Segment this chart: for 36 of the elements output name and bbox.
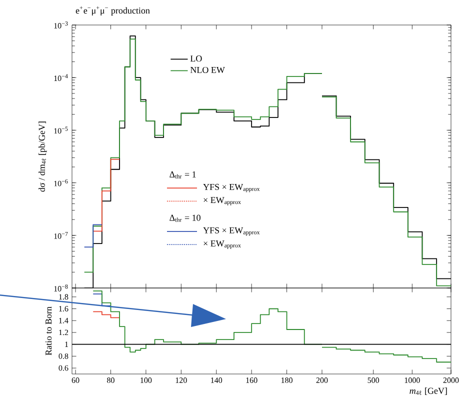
y-tick-label: 10$^{−6}$ — [54, 179, 68, 186]
legend-label: YFS × EW$_{approx}$ — [203, 184, 260, 192]
y-tick-label: 10$^{−3}$ — [54, 22, 68, 28]
x-tick-label: 200 — [316, 378, 328, 383]
y-tick-label: 1 — [65, 342, 68, 347]
y-axis-title: dσ / dm$_{4ℓ}$ [pb/GeV] — [38, 122, 47, 192]
annotation: × EW$_{approx}$ — [204, 240, 241, 249]
y-tick-label: 10$^{−5}$ — [54, 126, 68, 134]
y-tick-label: 10$^{−4}$ — [54, 74, 68, 82]
x-tick-label: 2000 — [443, 378, 459, 383]
y-tick-label: 0.8 — [58, 353, 68, 359]
y-axis-title: Ratio to Born — [46, 306, 52, 356]
x-tick-label: 120 — [176, 378, 187, 383]
x-axis-title: m$_{4ℓ}$ [GeV] — [410, 388, 447, 395]
chart-title: e$^{+}$e$^{−}$μ$^{+}$μ$^{−}$ production — [76, 6, 150, 16]
x-tick-label: 100 — [140, 378, 152, 383]
x-tick-label: 80 — [107, 378, 114, 383]
x-tick-label: 140 — [211, 378, 222, 383]
x-tick-label: 500 — [368, 378, 380, 383]
y-tick-label: 1.6 — [59, 306, 68, 312]
y-tick-label: 1.2 — [59, 330, 68, 336]
annotation: × EW$_{approx}$ — [204, 197, 241, 206]
annotation: Δ$_{thr}$ = 1 — [170, 171, 196, 178]
y-tick-label: 1.8 — [59, 294, 68, 300]
x-tick-label: 160 — [246, 378, 258, 383]
annotation: Δ$_{thr}$ = 10 — [170, 214, 200, 222]
legend-label: YFS × EW$_{approx}$ — [203, 227, 260, 236]
x-tick-label: 180 — [281, 378, 292, 383]
y-tick-label: 10$^{−8}$ — [54, 284, 68, 292]
x-tick-label: 1000 — [404, 378, 420, 383]
y-tick-label: 10$^{−7}$ — [54, 232, 68, 239]
y-tick-label: 0.6 — [58, 365, 68, 371]
legend-label: LO — [190, 56, 202, 62]
legend-label: NLO EW — [190, 66, 225, 74]
x-tick-label: 60 — [72, 378, 80, 383]
y-tick-label: 1.4 — [59, 318, 68, 324]
